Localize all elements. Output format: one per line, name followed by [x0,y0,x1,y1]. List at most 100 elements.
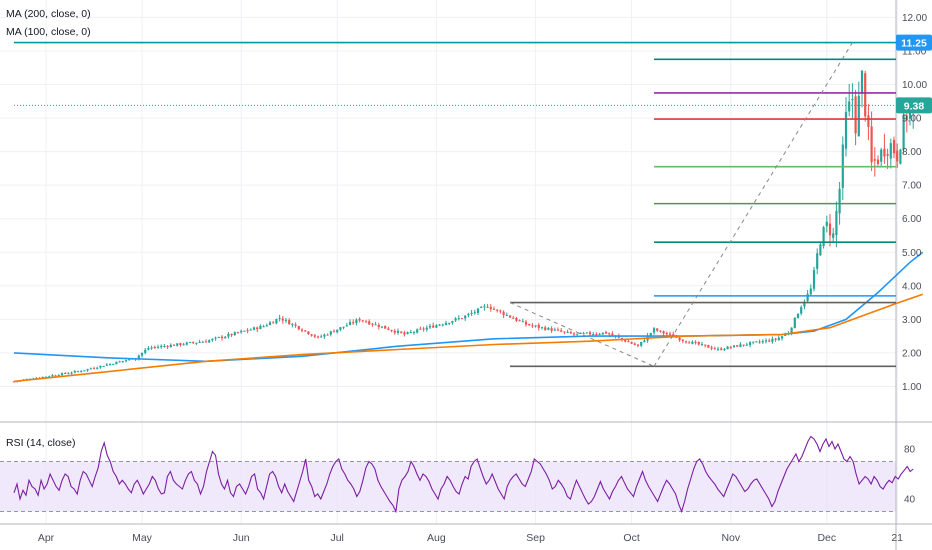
time-tick-label: Aug [427,532,446,544]
candle-body [496,309,499,311]
candle-body [502,311,505,316]
candle-body [108,363,112,365]
candle-body [560,330,563,332]
candle-body [902,114,905,150]
rsi-band [0,461,896,512]
rsi-tick-label: 40 [904,495,916,506]
candle-body [224,336,227,339]
candle-body [819,244,822,256]
candle-body [550,328,553,331]
candle-body [713,348,716,350]
candle-body [166,346,169,348]
candle-body [230,333,233,336]
candle-body [835,210,838,236]
candle-body [147,347,150,350]
time-tick-label: Sep [526,532,545,544]
candle-body [182,344,185,346]
candle-body [361,320,364,322]
candle-body [553,329,556,331]
candle-body [406,332,409,334]
candle-body [758,341,761,343]
candle-body [649,332,652,336]
candle-body [227,334,230,337]
rsi-tick-label: 80 [904,445,916,456]
candle-body [796,314,800,319]
candle-body [44,376,48,378]
candle-body [611,333,614,336]
candle-body [579,332,582,334]
candle-body [153,347,156,349]
candle-body [880,149,883,162]
candle-body [905,115,908,121]
candle-body [83,370,86,372]
candle-body [531,325,534,327]
candle-body [771,338,774,342]
candle-body [755,341,758,343]
candle-body [800,307,803,314]
candle-body [896,150,899,162]
price-tick-label: 6.00 [902,214,922,225]
candle-body [313,335,316,337]
candle-body [336,329,339,333]
candle-body [307,331,310,335]
candle-body [451,321,454,323]
candle-body [681,339,684,341]
candle-body [444,322,448,325]
candle-body [662,331,665,334]
candle-body [864,73,867,117]
candle-body [262,326,265,328]
candle-body [643,340,646,343]
candle-body [448,322,451,324]
candle-body [860,70,864,94]
candle-body [243,330,246,332]
candle-body [684,341,688,343]
candle-body [435,325,438,328]
candle-body [540,327,544,329]
candle-body [870,126,873,163]
price-badge-top-bg [896,34,932,51]
time-tick-label: Nov [721,532,740,544]
candle-body [252,327,256,330]
candle-body [377,324,380,328]
candle-body [825,221,828,227]
candle-body [848,101,851,112]
candle-body [736,345,739,347]
candle-body [857,95,860,137]
candle-body [569,332,572,334]
legend-ma100: MA (100, close, 0) [6,26,91,38]
candle-body [524,321,528,325]
candle-body [729,347,732,349]
candle-body [732,345,736,347]
candle-body [278,317,281,319]
candle-body [339,327,342,330]
candle-body [172,344,176,346]
candle-body [460,318,464,320]
candle-body [803,301,806,307]
candle-body [630,342,633,344]
candle-body [876,159,880,165]
candle-body [204,341,208,343]
candle-body [297,326,300,330]
candle-body [89,368,92,370]
candle-body [355,319,358,323]
candle-body [393,330,396,333]
candle-body [86,368,89,371]
candle-body [403,332,406,335]
candle-body [121,360,124,362]
candle-body [844,111,848,149]
candle-body [409,332,412,334]
candle-body [521,321,524,323]
candle-body [512,317,515,319]
candle-body [99,365,102,368]
candle-body [291,323,294,325]
candle-body [275,318,278,324]
candle-body [678,337,681,341]
candle-body [697,342,700,345]
candle-body [70,372,73,374]
candle-body [832,233,835,238]
candle-body [486,306,489,308]
candle-body [886,153,889,156]
candle-body [700,344,704,346]
candle-body [883,148,886,157]
